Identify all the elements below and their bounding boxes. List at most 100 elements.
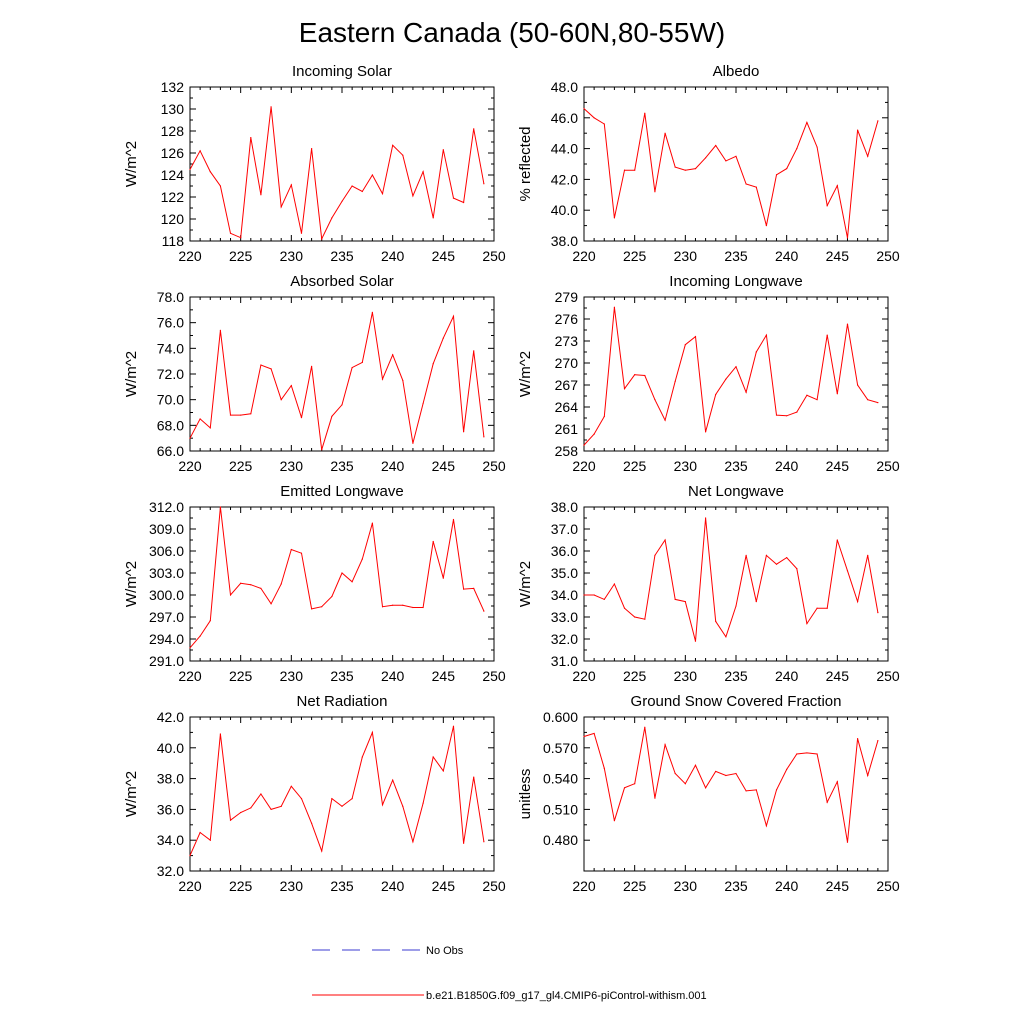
panel-emitted-longwave: Emitted Longwave 220 225 230 235 240 245 250 291… [123, 483, 506, 684]
panel-incoming-longwave-data-point [725, 378, 727, 380]
panel-incoming-longwave-xtick-label: 225 [623, 458, 647, 474]
panel-absorbed-solar-ytick-label: 66.0 [157, 443, 184, 459]
panels-container: Incoming Solar 220 225 230 235 240 245 250 118 12… [123, 63, 900, 894]
panel-albedo-xtick-label: 225 [623, 248, 647, 264]
panel-net-radiation-data-point [381, 804, 384, 806]
panel-incoming-solar-xtick-label: 245 [432, 248, 456, 264]
panel-net-radiation-data-point [351, 798, 353, 800]
panel-absorbed-solar-xtick-label: 220 [178, 458, 202, 474]
panel-incoming-solar-data-point [442, 149, 444, 151]
panel-incoming-longwave-data-point [735, 366, 737, 368]
panel-emitted-longwave-data-point [189, 647, 191, 649]
panel-emitted-longwave-data-point [442, 577, 444, 579]
panel-albedo-data-point [715, 144, 717, 147]
panel-net-longwave-data-point [583, 594, 585, 596]
legend-model-label: b.e21.B1850G.f09_g17_gl4.CMIP6-piControl… [426, 990, 707, 1002]
panel-albedo-xtick-label: 230 [674, 248, 698, 264]
panel-absorbed-solar-data-point [432, 363, 434, 365]
panel-net-longwave-data-point [593, 594, 595, 596]
panel-ground-snow-covered-fraction-data-point [836, 781, 838, 783]
panel-emitted-longwave-xtick-label: 240 [381, 668, 405, 684]
panel-net-longwave-xtick-label: 220 [572, 668, 596, 684]
panel-emitted-longwave-data-point [199, 635, 201, 637]
panel-net-radiation-data-point [189, 855, 191, 857]
panel-incoming-longwave-data-point [705, 431, 707, 433]
panel-net-radiation-data-point [392, 779, 394, 781]
panel-absorbed-solar-xtick-label: 240 [381, 458, 405, 474]
panel-albedo-frame [583, 86, 889, 242]
panel-incoming-solar-xtick-label: 240 [381, 248, 405, 264]
panel-ground-snow-covered-fraction-data-point [745, 790, 747, 792]
panel-albedo-data-point [755, 186, 757, 188]
panel-albedo-xtick-label: 250 [876, 248, 900, 264]
panel-net-radiation-ytick-label: 36.0 [157, 801, 184, 817]
panel-incoming-solar-data-point [229, 232, 232, 234]
panel-net-radiation-data-point [250, 807, 252, 809]
panel-incoming-longwave-ytick-label: 258 [555, 443, 579, 459]
panel-albedo-data-point [796, 148, 798, 150]
panel-net-radiation-xtick-label: 225 [229, 878, 253, 894]
panel-incoming-longwave-xtick-label: 230 [674, 458, 698, 474]
panel-absorbed-solar-data-point [209, 427, 211, 429]
panel-emitted-longwave-ytick-label: 291.0 [149, 653, 184, 669]
panel-ground-snow-covered-fraction-ytick-label: 0.480 [543, 832, 578, 848]
panel-absorbed-solar-data-point [311, 365, 313, 367]
panel-albedo-data-point [705, 157, 707, 159]
panel-absorbed-solar-data-point [199, 418, 201, 420]
panel-incoming-solar-ytick-label: 132 [161, 79, 185, 95]
panel-albedo-data-point [623, 169, 626, 171]
panel-incoming-longwave-data-point [786, 415, 788, 417]
panel-emitted-longwave-ytick-label: 312.0 [149, 499, 184, 515]
panel-incoming-solar-xtick-label: 235 [330, 248, 354, 264]
panel-ground-snow-covered-fraction-data-point [623, 787, 626, 789]
panel-emitted-longwave-data-point [402, 604, 404, 606]
panel-net-longwave-data-point [877, 612, 879, 614]
panel-emitted-longwave-ytick-label: 294.0 [149, 631, 184, 647]
panel-emitted-longwave-ytick-label: 300.0 [149, 587, 184, 603]
panel-emitted-longwave-data-point [473, 587, 475, 590]
panel-ground-snow-covered-fraction-data-point [867, 774, 869, 777]
panel-incoming-longwave-data-point [644, 374, 646, 377]
panel-incoming-longwave-data-point [623, 388, 626, 390]
panel-incoming-solar-frame [189, 86, 495, 242]
panel-emitted-longwave-data-point [219, 506, 221, 508]
panel-absorbed-solar-data-point [361, 361, 363, 364]
panel-incoming-solar-data-point [290, 184, 292, 186]
panel-incoming-longwave-data-point [816, 399, 818, 401]
panel-incoming-solar-ytick-label: 128 [161, 123, 185, 139]
panel-emitted-longwave-data-point [229, 594, 232, 596]
panel-absorbed-solar-data-point [473, 350, 475, 352]
panel-albedo-xtick-label: 235 [724, 248, 748, 264]
panel-emitted-longwave-data-point [331, 595, 333, 598]
panel-incoming-solar-data-point [219, 185, 221, 187]
panel-incoming-longwave-data-point [796, 411, 798, 413]
panel-absorbed-solar-ytick-label: 74.0 [157, 340, 184, 356]
panel-emitted-longwave-frame [189, 506, 495, 662]
panel-net-radiation-xtick-label: 240 [381, 878, 405, 894]
panel-incoming-solar-xtick-label: 220 [178, 248, 202, 264]
panel-absorbed-solar: Absorbed Solar 220 225 230 235 240 245 250 66.0 6… [123, 273, 506, 474]
panel-emitted-longwave-xtick-label: 230 [280, 668, 304, 684]
panel-net-longwave-data-point [634, 616, 636, 618]
panel-net-radiation-data-point [412, 841, 414, 843]
panel-incoming-solar-data-point [422, 171, 424, 173]
legend-no-obs-label: No Obs [426, 945, 464, 957]
panel-albedo-data-point [725, 160, 727, 162]
panel-net-radiation-data-point [442, 770, 444, 772]
panel-ground-snow-covered-fraction: Ground Snow Covered Fraction 220 225 230 235… [517, 693, 900, 894]
panel-net-radiation-series-line [189, 726, 485, 856]
panel-absorbed-solar-ytick-label: 72.0 [157, 366, 184, 382]
panel-ground-snow-covered-fraction-xtick-label: 230 [674, 878, 698, 894]
panel-albedo-data-point [634, 169, 636, 171]
panel-incoming-solar-data-point [402, 154, 404, 156]
panel-net-radiation-xtick-label: 250 [482, 878, 506, 894]
panel-net-longwave-data-point [846, 570, 849, 572]
panel-net-radiation-data-point [463, 842, 465, 844]
panel-net-longwave-ytick-label: 32.0 [551, 631, 578, 647]
panel-emitted-longwave-data-point [300, 552, 303, 554]
panel-net-radiation-data-point [290, 785, 292, 787]
panel-incoming-solar-data-point [321, 238, 323, 240]
panel-net-radiation-data-point [311, 822, 313, 824]
panel-net-radiation-title: Net Radiation [297, 693, 388, 710]
panel-net-longwave-ytick-label: 34.0 [551, 587, 578, 603]
